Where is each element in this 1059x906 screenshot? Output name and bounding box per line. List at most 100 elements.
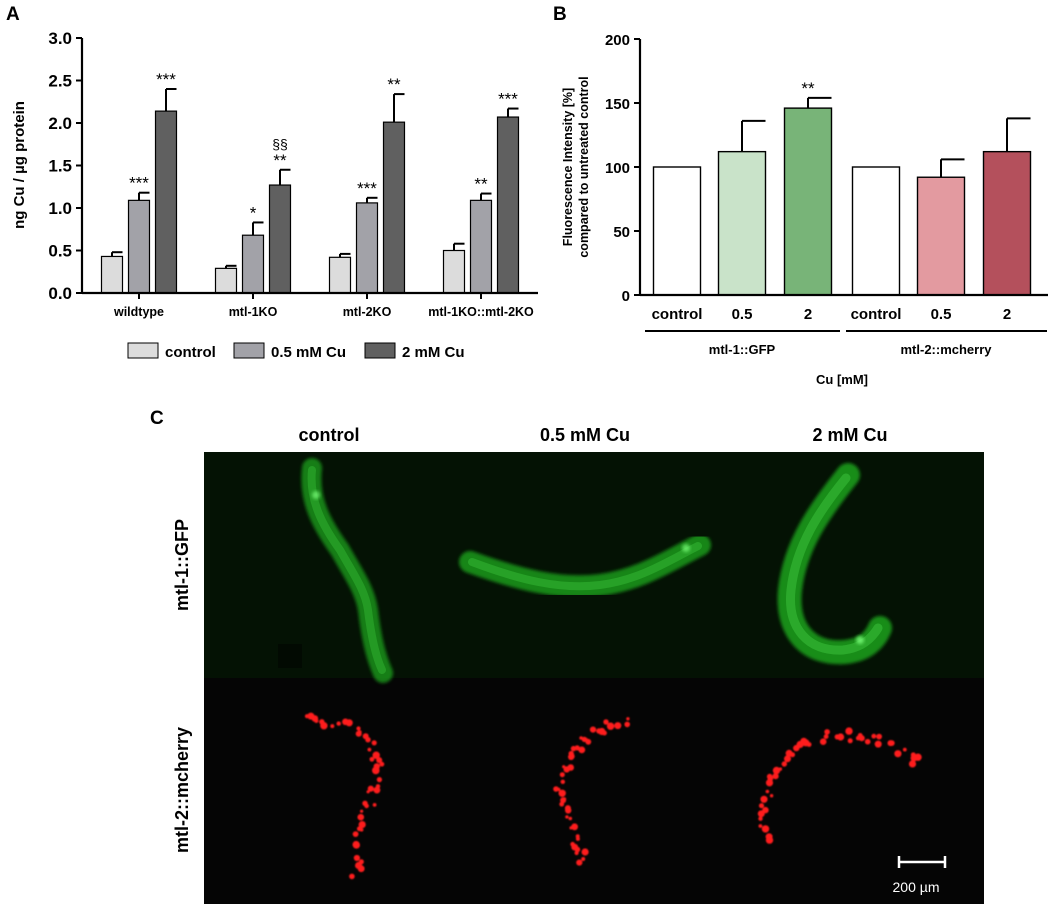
chart-a: ng Cu / µg protein *********§§**********…: [11, 29, 538, 361]
chart-b-y-tick-label: 0: [622, 288, 630, 305]
mcherry-spot: [762, 806, 769, 814]
mcherry-spot: [356, 726, 361, 731]
panel-label-a: A: [6, 4, 20, 25]
mcherry-spot: [758, 824, 763, 828]
mcherry-spot: [624, 721, 630, 728]
mcherry-spot: [570, 745, 577, 752]
chart-a-significance-label: ***: [357, 179, 377, 198]
row-label-mtl-2-mcherry: mtl-2::mcherry: [172, 727, 192, 853]
chart-b-x-tick-label: 0.5: [931, 306, 952, 323]
column-label-control: control: [299, 425, 360, 445]
chart-a-legend-label: 0.5 mM Cu: [271, 344, 346, 361]
chart-b-x-tick-label: 0.5: [732, 306, 753, 323]
mcherry-spot: [601, 730, 607, 736]
mcherry-spot: [800, 737, 808, 745]
mcherry-spot: [359, 828, 364, 832]
chart-b-y-axis-label-line-2: compared to untreated control: [577, 76, 591, 257]
mcherry-spot: [772, 773, 779, 780]
mcherry-spot: [888, 740, 895, 746]
mcherry-spot: [581, 857, 586, 861]
mcherry-spot: [781, 761, 787, 767]
mcherry-spot: [372, 766, 380, 775]
mcherry-spot: [765, 833, 773, 841]
panel-label-b: B: [553, 4, 567, 25]
mcherry-spot: [895, 752, 900, 757]
chart-b-y-tick-label: 100: [605, 160, 630, 177]
chart-a-y-tick-label: 2.5: [48, 72, 72, 91]
mcherry-spot: [345, 719, 353, 727]
chart-a-significance-label: **: [273, 151, 287, 170]
mcherry-spot: [560, 791, 565, 795]
chart-b-bar: [652, 166, 702, 296]
mcherry-spot: [565, 807, 572, 814]
mcherry-spot: [578, 746, 586, 754]
chart-b-bar: [982, 150, 1032, 296]
mcherry-spot: [372, 803, 377, 807]
scale-bar: [897, 856, 947, 868]
mcherry-spot: [360, 809, 364, 813]
mcherry-spot: [353, 854, 360, 862]
mcherry-spot: [820, 738, 825, 744]
mcherry-spot: [364, 803, 369, 809]
chart-b-y-axis-label-line-1: Fluorescence Intensity [%]: [561, 88, 575, 246]
mcherry-spot: [560, 797, 567, 804]
chart-a-bar: [469, 199, 493, 294]
mcherry-spot: [320, 722, 328, 730]
mcherry-spot: [576, 859, 583, 866]
chart-a-y-tick-label: 3.0: [48, 29, 72, 48]
chart-a-bar: [355, 202, 379, 294]
chart-b: Fluorescence Intensity [%] compared to u…: [561, 32, 1048, 387]
chart-a-significance-label: ***: [156, 70, 176, 89]
chart-b-significance-label: **: [801, 79, 815, 98]
chart-b-x-axis-label: Cu [mM]: [816, 372, 868, 387]
chart-a-legend-label: control: [165, 344, 216, 361]
mcherry-worm-2-mm-cu: [757, 727, 922, 844]
chart-a-x-tick-label: mtl-2KO: [343, 305, 392, 319]
chart-b-y-tick-label: 200: [605, 32, 630, 49]
mcherry-spot: [574, 850, 579, 856]
column-label-0-5-mm-cu: 0.5 mM Cu: [540, 425, 630, 445]
chart-a-legend-swatch: [233, 342, 265, 359]
chart-a-y-tick-label: 1.0: [48, 199, 72, 218]
mcherry-spot: [603, 719, 609, 725]
mcherry-spot: [834, 734, 840, 740]
chart-a-bar: [214, 267, 238, 294]
mcherry-spot: [352, 831, 359, 837]
mcherry-spot: [845, 727, 853, 735]
mcherry-spot: [571, 843, 579, 851]
mcherry-spot: [765, 789, 770, 794]
mcherry-spot: [352, 841, 360, 849]
chart-a-y-tick-label: 1.5: [48, 157, 72, 176]
mcherry-spot: [367, 785, 374, 792]
mcherry-spot: [778, 767, 783, 771]
chart-a-bar: [382, 121, 406, 294]
mcherry-spot: [581, 848, 589, 856]
chart-a-legend-swatch: [127, 342, 159, 359]
mcherry-spot: [358, 730, 362, 734]
chart-a-significance-label: **: [387, 75, 401, 94]
chart-a-bar: [241, 234, 265, 294]
mcherry-spot: [606, 722, 615, 730]
mcherry-spot: [847, 738, 853, 744]
mcherry-spot: [589, 726, 597, 733]
chart-a-bar: [328, 256, 352, 294]
chart-a-legend-label: 2 mM Cu: [402, 344, 465, 361]
chart-a-x-tick-label: mtl-1KO::mtl-2KO: [428, 305, 534, 319]
chart-b-bar: [783, 107, 833, 296]
chart-a-bar: [127, 199, 151, 294]
chart-a-bar: [100, 255, 124, 294]
mcherry-spot: [568, 816, 573, 821]
chart-a-legend: control 0.5 mM Cu 2 mM Cu: [127, 342, 465, 361]
mcherry-spot: [357, 865, 365, 873]
mcherry-spot: [908, 760, 917, 768]
mcherry-spot: [366, 790, 370, 794]
mcherry-spot: [367, 747, 372, 752]
mcherry-spot: [560, 779, 565, 784]
mcherry-spot: [876, 733, 882, 740]
mcherry-spot: [760, 795, 768, 803]
chart-a-x-tick-label: wildtype: [113, 305, 164, 319]
mcherry-spot: [617, 724, 621, 728]
chart-a-significance-label: *: [250, 203, 257, 222]
chart-a-significance-label: §§: [272, 136, 288, 152]
mcherry-spot: [376, 777, 382, 783]
